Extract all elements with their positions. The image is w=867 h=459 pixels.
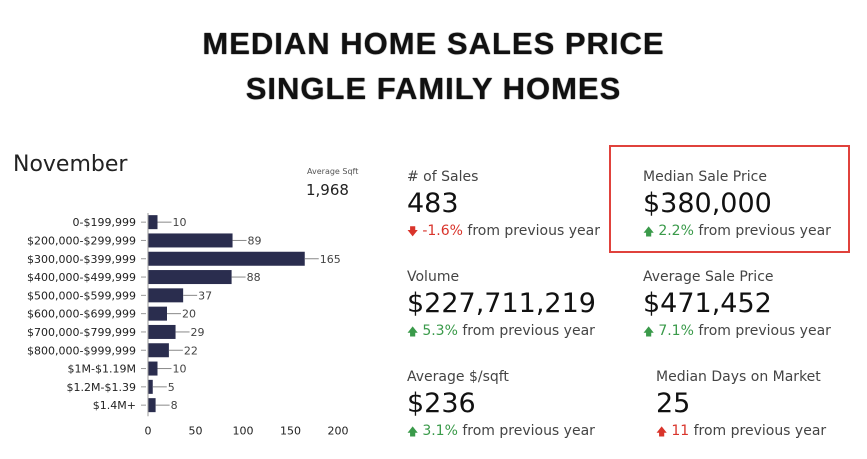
- change-pct: 7.1%: [658, 323, 694, 339]
- change-suffix: from previous year: [698, 223, 831, 239]
- change-suffix: from previous year: [698, 323, 831, 339]
- data-label: 10: [173, 363, 187, 376]
- metric-label: Median Days on Market: [656, 369, 821, 385]
- data-label: 88: [247, 271, 261, 284]
- bar: [148, 270, 232, 285]
- change-suffix: from previous year: [693, 423, 827, 439]
- data-label: 29: [191, 326, 205, 339]
- category-tick-label: $700,000-$799,999: [27, 326, 136, 339]
- bar: [148, 379, 153, 394]
- change-suffix: from previous year: [467, 223, 600, 239]
- metric-change: 🡅 3.1% from previous year: [407, 422, 595, 441]
- arrow-down-icon: 🡇: [407, 225, 419, 238]
- category-tick-label: $400,000-$499,999: [27, 271, 136, 284]
- category-tick-label: 0-$199,999: [73, 216, 136, 229]
- data-label: 10: [173, 216, 187, 229]
- change-pct: 3.1%: [422, 423, 458, 439]
- metric-label: Median Sale Price: [643, 169, 767, 185]
- category-tick-label: $500,000-$599,999: [27, 289, 136, 302]
- category-tick-label: $1M-$1.19M: [68, 363, 136, 376]
- arrow-up-icon: 🡅: [656, 425, 668, 438]
- metric-volume: Volume $227,711,219 🡅 5.3% from previous …: [407, 268, 596, 341]
- arrow-up-icon: 🡅: [407, 425, 419, 438]
- metric-change: 🡅 2.2% from previous year: [643, 222, 831, 241]
- change-pct: 2.2%: [658, 223, 694, 239]
- change-pct: 11: [671, 423, 690, 439]
- category-tick-label: $600,000-$699,999: [27, 308, 136, 321]
- page-title-line-1: MEDIAN HOME SALES PRICE: [202, 26, 665, 61]
- metric-value: 25: [656, 388, 691, 419]
- bar: [148, 215, 158, 230]
- category-tick-label: $1.2M-$1.39: [67, 381, 136, 394]
- metric-average-price-per-sqft: Average $/sqft $236 🡅 3.1% from previous …: [407, 368, 595, 441]
- metric-sales: # of Sales 483 🡇 -1.6% from previous year: [407, 168, 600, 241]
- data-label: 8: [171, 399, 178, 412]
- metric-change: 🡅 5.3% from previous year: [407, 322, 596, 341]
- change-suffix: from previous year: [462, 323, 595, 339]
- metric-label: # of Sales: [407, 169, 479, 185]
- metric-average-sale-price: Average Sale Price $471,452 🡅 7.1% from p…: [643, 268, 831, 341]
- metric-label: Volume: [407, 269, 460, 285]
- bar: [148, 233, 233, 248]
- average-sqft-label: Average Sqft: [307, 167, 359, 176]
- page-title-line-2: SINGLE FAMILY HOMES: [245, 71, 622, 106]
- bar: [148, 324, 176, 339]
- metric-value: 483: [407, 188, 459, 219]
- month-label: November: [13, 152, 128, 177]
- data-label: 22: [184, 344, 198, 357]
- x-tick-label: 200: [328, 424, 349, 437]
- category-tick-label: $200,000-$299,999: [27, 234, 136, 247]
- data-label: 37: [198, 289, 212, 302]
- metric-change: 🡇 -1.6% from previous year: [407, 222, 600, 241]
- metric-value: $236: [407, 388, 476, 419]
- metric-label: Average $/sqft: [407, 369, 509, 385]
- data-label: 89: [248, 234, 262, 247]
- metric-change: 🡅 11 from previous year: [656, 422, 826, 441]
- category-tick-label: $1.4M+: [93, 399, 136, 412]
- category-tick-label: $300,000-$399,999: [27, 253, 136, 266]
- data-label: 165: [320, 253, 341, 266]
- arrow-up-icon: 🡅: [643, 325, 655, 338]
- metric-value: $471,452: [643, 288, 772, 319]
- price-range-bar-chart: 0-$199,999 10 $200,000-$299,999 89 $300,000-…: [27, 213, 349, 437]
- metric-median-days-on-market: Median Days on Market 25 🡅 11 from previo…: [656, 368, 826, 441]
- bar: [148, 343, 169, 358]
- arrow-up-icon: 🡅: [643, 225, 655, 238]
- change-pct: -1.6%: [422, 223, 463, 239]
- metric-value: $380,000: [643, 188, 772, 219]
- bar: [148, 398, 156, 413]
- metric-value: $227,711,219: [407, 288, 596, 319]
- x-tick-label: 100: [233, 424, 254, 437]
- bar: [148, 288, 184, 303]
- bar: [148, 251, 305, 266]
- x-tick-label: 0: [145, 424, 152, 437]
- category-tick-label: $800,000-$999,999: [27, 344, 136, 357]
- x-tick-label: 50: [189, 424, 203, 437]
- change-suffix: from previous year: [462, 423, 595, 439]
- metric-change: 🡅 7.1% from previous year: [643, 322, 831, 341]
- arrow-up-icon: 🡅: [407, 325, 419, 338]
- change-pct: 5.3%: [422, 323, 458, 339]
- data-label: 20: [182, 308, 196, 321]
- bar: [148, 361, 158, 376]
- bar: [148, 306, 167, 321]
- x-tick-label: 150: [280, 424, 301, 437]
- median-sale-price-highlight-box: [609, 145, 850, 253]
- average-sqft-value: 1,968: [306, 181, 349, 199]
- data-label: 5: [168, 381, 175, 394]
- metric-label: Average Sale Price: [643, 269, 774, 285]
- metric-median-sale-price: Median Sale Price $380,000 🡅 2.2% from pr…: [643, 168, 831, 241]
